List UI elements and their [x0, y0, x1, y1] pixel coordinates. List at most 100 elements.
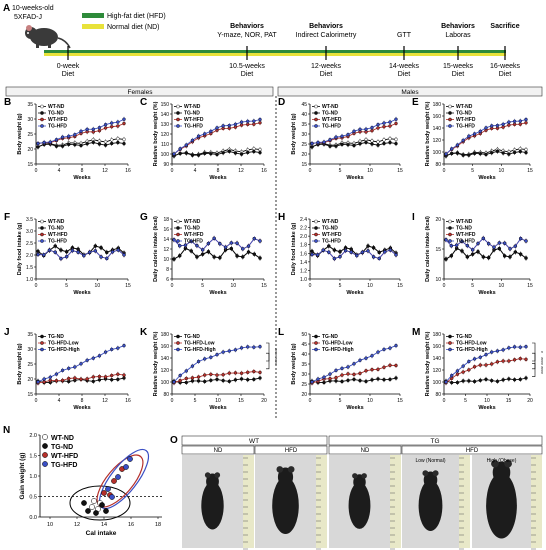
x-axis-label: Weeks	[209, 175, 226, 181]
data-point	[476, 241, 480, 246]
y-axis-label: Daily food intake (g)	[291, 223, 297, 276]
data-point	[73, 132, 77, 137]
data-point	[223, 245, 228, 249]
mouse-ear-icon	[204, 472, 211, 478]
data-point	[218, 242, 222, 246]
legend-marker	[176, 347, 180, 352]
x-tick-label: 15	[527, 283, 533, 289]
legend-marker	[40, 341, 44, 345]
x-axis-label: Weeks	[73, 290, 90, 296]
data-point	[48, 375, 52, 379]
data-point	[490, 124, 494, 128]
data-point	[227, 371, 231, 375]
data-point	[322, 375, 326, 379]
ruler-icon	[390, 455, 401, 548]
y-tick-label: 2.5	[26, 241, 33, 247]
legend-label: TG-ND	[48, 226, 64, 232]
data-point	[73, 376, 77, 380]
data-point	[246, 250, 251, 254]
group-header: ND	[214, 448, 223, 454]
legend-label: TG-HFD	[322, 124, 341, 130]
scatter-point	[85, 508, 91, 514]
data-point	[472, 357, 477, 361]
data-point	[229, 246, 234, 251]
data-point	[376, 143, 380, 147]
x-tick-label: 15	[125, 283, 131, 289]
series-line-tg-nd	[37, 245, 125, 257]
data-point	[67, 366, 71, 371]
data-point	[383, 250, 387, 254]
data-point	[85, 142, 89, 146]
data-point	[467, 379, 471, 383]
data-point	[97, 374, 102, 379]
x-tick-label: 16	[261, 168, 267, 174]
y-tick-label: 20	[27, 377, 33, 383]
legend-label: TG-HFD	[184, 124, 203, 130]
data-point	[334, 144, 338, 148]
x-axis-label: Weeks	[346, 405, 363, 411]
legend-marker	[448, 347, 452, 352]
legend-label: TG-ND	[456, 334, 472, 340]
data-point	[518, 356, 522, 361]
x-tick-label: 5	[471, 283, 474, 289]
data-point	[370, 142, 374, 146]
y-tick-label: 10	[163, 257, 169, 263]
milestone-week-label: Diet	[320, 71, 333, 78]
data-point	[382, 365, 386, 369]
significance-label: ****	[271, 357, 277, 365]
data-point	[60, 368, 65, 373]
data-point	[233, 348, 238, 352]
panel-o: O WT TG ND HFD ND HFD Low (Normal) High (Obese)	[170, 435, 543, 550]
y-tick-label: 25	[301, 382, 307, 388]
milestone-event-label: Behaviors	[309, 23, 343, 30]
data-point	[343, 248, 348, 253]
milestone-week-label: 10.5-weeks	[229, 63, 265, 70]
data-point	[352, 129, 356, 133]
data-point	[507, 359, 511, 363]
data-point	[352, 143, 356, 148]
milestone-event-label: Behaviors	[441, 23, 475, 30]
data-point	[209, 152, 213, 156]
data-point	[518, 236, 523, 241]
x-tick-label: 5	[339, 283, 342, 289]
females-header: Females	[128, 89, 154, 96]
legend-marker	[42, 461, 48, 467]
y-axis-label: Gain weight (g)	[19, 453, 26, 500]
legend-label: WT-HFD	[184, 232, 204, 238]
data-point	[189, 249, 193, 253]
y-tick-label: 100	[433, 380, 442, 386]
legend-marker	[448, 341, 452, 345]
data-point	[110, 124, 114, 129]
y-tick-label: 160	[161, 344, 170, 350]
data-point	[258, 256, 262, 260]
data-point	[524, 117, 528, 122]
scatter-point	[127, 456, 133, 462]
data-point	[184, 376, 188, 381]
data-point	[258, 344, 262, 349]
legend-label: TG-HFD	[456, 239, 475, 245]
data-point	[79, 362, 83, 366]
significance-bracket	[532, 352, 536, 370]
legend-label: WT-ND	[322, 219, 339, 225]
mouse-photo: High (Obese)	[472, 455, 542, 550]
data-point	[366, 249, 370, 253]
data-point	[470, 252, 475, 256]
x-tick-label: 15	[238, 398, 244, 404]
data-point	[53, 244, 57, 248]
data-point	[467, 134, 471, 138]
data-point	[239, 152, 244, 156]
milestone-week-label: 12-weeks	[311, 63, 341, 70]
legend-label: TG-HFD-Low	[322, 341, 353, 347]
data-point	[73, 365, 77, 369]
legend-label: WT-ND	[184, 104, 201, 110]
legend-marker	[176, 104, 180, 109]
milestone-event-label: Behaviors	[230, 23, 264, 30]
data-point	[472, 365, 477, 369]
y-tick-label: 20	[301, 392, 307, 398]
data-point	[501, 151, 505, 155]
milestone-week-label: Diet	[499, 71, 512, 78]
data-point	[332, 248, 337, 252]
data-point	[461, 138, 465, 143]
y-tick-label: 0.0	[29, 515, 37, 521]
data-point	[178, 373, 182, 378]
